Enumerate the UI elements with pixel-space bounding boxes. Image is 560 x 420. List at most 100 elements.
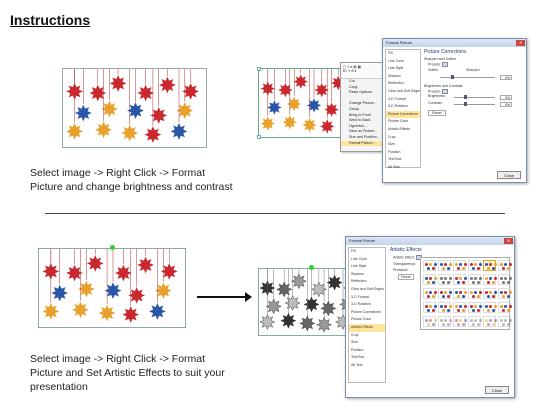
effect-thumbnail[interactable] — [468, 288, 482, 299]
close-button[interactable]: Close — [497, 171, 521, 179]
mini-toolbar[interactable]: ▢ 1 ▾ ▤ ▦ B I ≡ A ▾ — [341, 63, 387, 79]
sidebar-item[interactable]: Picture Corrections — [351, 309, 381, 314]
context-menu[interactable]: ▢ 1 ▾ ▤ ▦ B I ≡ A ▾ Cut Copy Paste Option… — [340, 62, 388, 152]
sidebar-item[interactable]: Crop — [351, 332, 359, 337]
sidebar-item[interactable]: Reflection — [388, 81, 404, 86]
sidebar-item[interactable]: 3-D Format — [388, 96, 406, 101]
sidebar-item[interactable]: Shadow — [351, 271, 364, 276]
sidebar-item[interactable]: Artistic Effects — [388, 126, 411, 131]
effect-thumbnail[interactable] — [438, 274, 452, 285]
sidebar-item[interactable]: Reflection — [351, 279, 367, 284]
effect-thumbnail[interactable] — [438, 260, 452, 271]
ctx-save-as-picture[interactable]: Save as Picture... — [349, 129, 378, 134]
sidebar-item[interactable]: Artistic Effects — [349, 323, 385, 332]
sidebar-item[interactable]: Picture Corrections — [386, 110, 420, 119]
effect-thumbnail[interactable] — [423, 302, 437, 313]
brightness-value[interactable]: 0% — [500, 95, 512, 100]
sidebar-item[interactable]: Line Style — [351, 264, 367, 269]
effect-thumbnail[interactable] — [498, 316, 512, 327]
ctx-size-position[interactable]: Size and Position... — [349, 134, 380, 139]
ctx-cut[interactable]: Cut — [349, 79, 355, 83]
ctx-group[interactable]: Group — [349, 106, 359, 111]
ctx-paste-options[interactable]: Paste Options: — [349, 90, 373, 95]
sidebar-item[interactable]: Size — [351, 340, 358, 345]
sidebar-item[interactable]: Text Box — [388, 157, 402, 162]
effect-thumbnail[interactable] — [423, 288, 437, 299]
ctx-send-back[interactable]: Send to Back — [349, 118, 371, 123]
effect-thumbnail[interactable] — [498, 302, 512, 313]
sidebar-item[interactable]: Alt Text — [351, 362, 363, 367]
effect-thumbnail[interactable] — [453, 302, 467, 313]
presets2-dropdown[interactable] — [442, 89, 449, 94]
effect-thumbnail[interactable] — [453, 316, 467, 327]
effect-thumbnail[interactable] — [438, 316, 452, 327]
effect-thumbnail[interactable] — [498, 274, 512, 285]
ctx-bring-front[interactable]: Bring to Front — [349, 112, 371, 117]
close-icon-2[interactable]: ✕ — [504, 238, 513, 244]
sidebar-item[interactable]: Size — [388, 142, 395, 147]
effect-thumbnail[interactable] — [483, 260, 497, 271]
image-original-1[interactable] — [62, 68, 207, 148]
rotate-handle[interactable] — [110, 245, 115, 250]
contrast-value[interactable]: 0% — [500, 102, 512, 107]
sidebar-item[interactable]: Position — [388, 149, 401, 154]
effect-thumbnail[interactable] — [468, 302, 482, 313]
contrast-slider[interactable] — [454, 104, 495, 105]
format-picture-dialog-1[interactable]: Format Picture ✕ Fill Line Color Line Style… — [382, 38, 527, 183]
sharpen-value[interactable]: 0% — [500, 75, 512, 80]
close-icon[interactable]: ✕ — [516, 40, 525, 46]
effect-thumbnail[interactable] — [498, 288, 512, 299]
effect-thumbnail[interactable] — [438, 302, 452, 313]
sidebar-item[interactable]: 3-D Rotation — [388, 104, 408, 109]
sidebar-item[interactable]: Glow and Soft Edges — [388, 88, 420, 93]
format-picture-dialog-2[interactable]: Format Picture ✕ Fill Line Color Line Style… — [345, 236, 515, 398]
ctx-hyperlink[interactable]: Hyperlink... — [349, 123, 367, 128]
sidebar-item[interactable]: 3-D Format — [351, 294, 369, 299]
close2-button[interactable]: Close — [485, 386, 509, 394]
sharpen-slider[interactable] — [440, 77, 495, 78]
sidebar-item[interactable]: Position — [351, 347, 364, 352]
effect-thumbnail[interactable] — [468, 316, 482, 327]
ctx-copy[interactable]: Copy — [349, 84, 358, 89]
effect-thumbnail[interactable] — [483, 274, 497, 285]
sidebar-item[interactable]: Crop — [388, 134, 396, 139]
rotate-handle-2[interactable] — [309, 265, 314, 270]
image-original-2[interactable] — [38, 245, 186, 328]
contrast-knob[interactable] — [464, 102, 467, 106]
effect-thumbnail[interactable] — [468, 274, 482, 285]
ctx-change-picture[interactable]: Change Picture... — [349, 101, 377, 106]
effect-thumbnail[interactable] — [483, 288, 497, 299]
brightness-knob[interactable] — [464, 95, 467, 99]
effect-thumbnail[interactable] — [453, 274, 467, 285]
sidebar-item[interactable]: Alt Text — [388, 164, 400, 169]
sidebar-item[interactable]: Picture Color — [351, 317, 372, 322]
effect-thumbnail[interactable] — [423, 274, 437, 285]
sidebar-item[interactable]: Line Color — [388, 58, 404, 63]
reset-button[interactable]: Reset — [428, 110, 446, 116]
sidebar-item[interactable]: Shadow — [388, 73, 401, 78]
presets-dropdown[interactable] — [442, 62, 449, 67]
sidebar-item[interactable]: Line Style — [388, 66, 404, 71]
dialog-sidebar[interactable]: Fill Line Color Line Style Shadow Reflection… — [385, 49, 421, 169]
sharpen-knob[interactable] — [451, 75, 454, 79]
dialog2-sidebar[interactable]: Fill Line Color Line Style Shadow Reflection… — [348, 247, 386, 383]
sidebar-item[interactable]: Fill — [351, 249, 356, 253]
ctx-format-picture[interactable]: Format Picture... — [341, 140, 387, 147]
sidebar-item[interactable]: Fill — [388, 51, 393, 55]
sidebar-item[interactable]: Picture Color — [388, 119, 409, 124]
effect-thumbnail[interactable] — [453, 288, 467, 299]
reset2-button[interactable]: Reset — [398, 274, 414, 280]
sidebar-item[interactable]: Line Color — [351, 256, 367, 261]
effect-thumbnail[interactable] — [483, 302, 497, 313]
effect-thumbnail[interactable] — [498, 260, 512, 271]
effect-thumbnail[interactable] — [468, 260, 482, 271]
effect-thumbnail[interactable] — [423, 260, 437, 271]
sidebar-item[interactable]: Glow and Soft Edges — [351, 286, 384, 291]
effect-thumbnail[interactable] — [453, 260, 467, 271]
effect-thumbnail[interactable] — [483, 316, 497, 327]
sidebar-item[interactable]: Text Box — [351, 355, 365, 360]
effect-thumbnail[interactable] — [438, 288, 452, 299]
effect-thumbnail[interactable] — [423, 316, 437, 327]
sidebar-item[interactable]: 3-D Rotation — [351, 302, 371, 307]
brightness-slider[interactable] — [454, 97, 495, 98]
